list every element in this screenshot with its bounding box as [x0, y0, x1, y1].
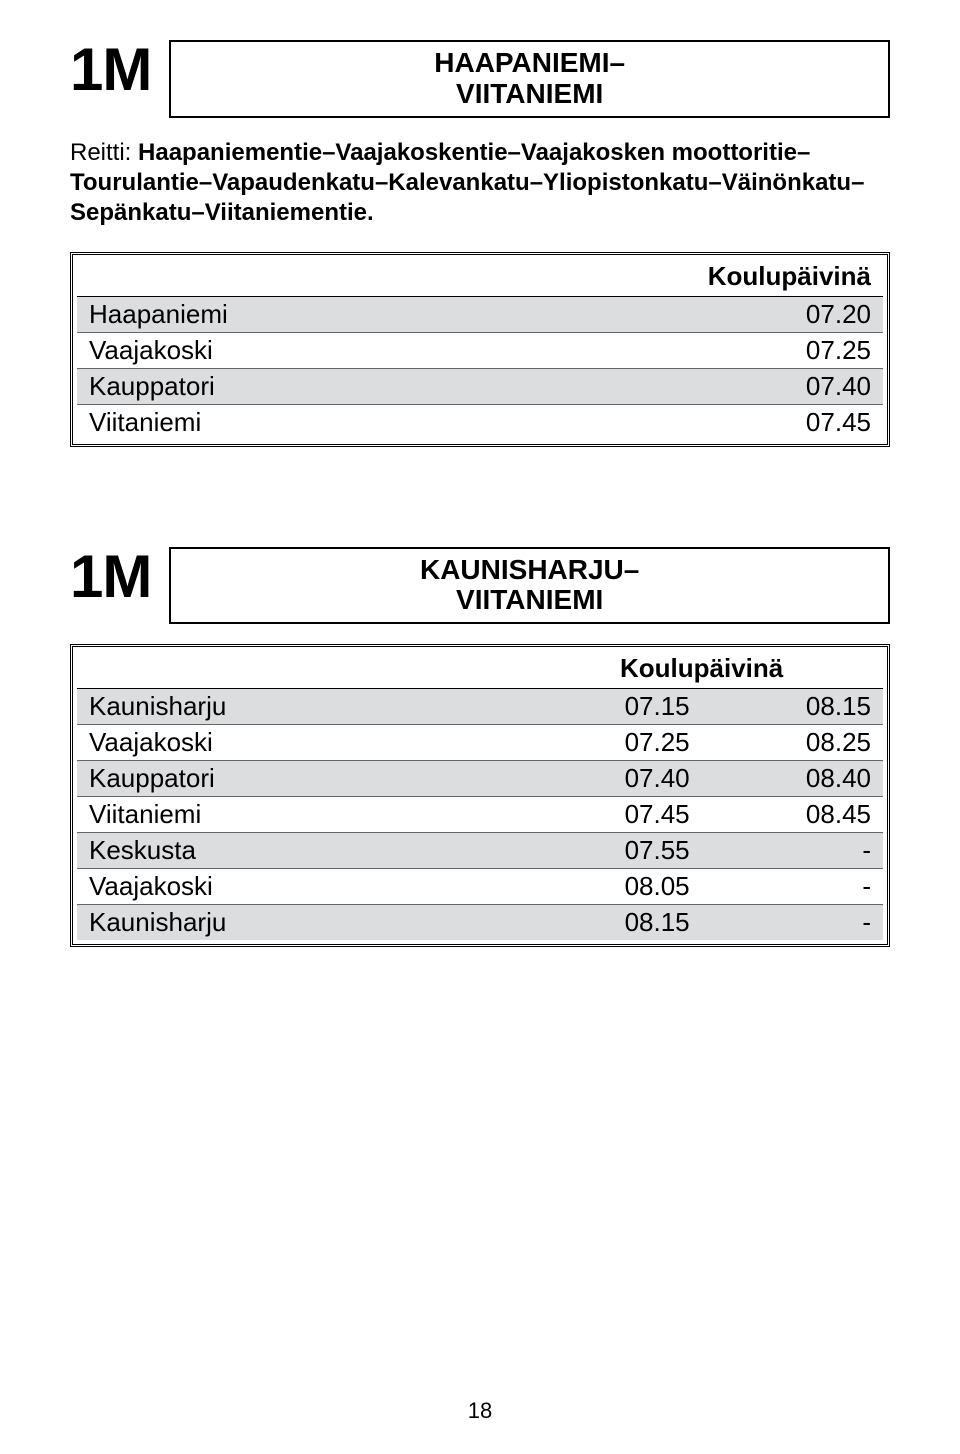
- timetable-table-1: Koulupäivinä Haapaniemi 07.20 Vaajakoski…: [77, 259, 883, 440]
- time-cell: 08.15: [702, 689, 883, 725]
- page-number: 18: [0, 1398, 960, 1424]
- time-cell: -: [702, 905, 883, 941]
- route-code-1: 1M: [70, 40, 151, 118]
- header-koulupaivina: Koulupäivinä: [520, 651, 883, 689]
- time-cell: 07.40: [520, 761, 701, 797]
- page: 1M HAAPANIEMI– VIITANIEMI Reitti: Haapan…: [0, 0, 960, 1454]
- time-cell: 07.15: [520, 689, 701, 725]
- table-row: Keskusta 07.55 -: [77, 833, 883, 869]
- time-cell: 08.15: [520, 905, 701, 941]
- header-row-2: 1M KAUNISHARJU– VIITANIEMI: [70, 547, 890, 625]
- timetable-header-row: Koulupäivinä: [77, 651, 883, 689]
- time-cell: 08.40: [702, 761, 883, 797]
- route-title-line1: HAAPANIEMI–: [181, 48, 878, 79]
- route-code-2: 1M: [70, 547, 151, 625]
- stop-cell: Vaajakoski: [77, 725, 520, 761]
- timetable-2: Koulupäivinä Kaunisharju 07.15 08.15 Vaa…: [70, 644, 890, 947]
- stop-cell: Kauppatori: [77, 761, 520, 797]
- table-row: Haapaniemi 07.20: [77, 296, 883, 332]
- timetable-table-2: Koulupäivinä Kaunisharju 07.15 08.15 Vaa…: [77, 651, 883, 940]
- timetable-inner-2: Koulupäivinä Kaunisharju 07.15 08.15 Vaa…: [73, 647, 887, 944]
- route-title-line2: VIITANIEMI: [181, 79, 878, 110]
- header-row-1: 1M HAAPANIEMI– VIITANIEMI: [70, 40, 890, 118]
- stop-cell: Vaajakoski: [77, 869, 520, 905]
- time-cell: 08.25: [702, 725, 883, 761]
- time-cell: -: [702, 833, 883, 869]
- stop-cell: Viitaniemi: [77, 797, 520, 833]
- stop-cell: Kaunisharju: [77, 905, 520, 941]
- table-row: Kauppatori 07.40 08.40: [77, 761, 883, 797]
- route-title-box-2: KAUNISHARJU– VIITANIEMI: [169, 547, 890, 625]
- stop-cell: Vaajakoski: [77, 332, 645, 368]
- header-empty: [77, 259, 645, 297]
- time-cell: 07.25: [645, 332, 883, 368]
- desc-label: Reitti:: [70, 139, 138, 166]
- time-cell: 08.05: [520, 869, 701, 905]
- time-cell: 08.45: [702, 797, 883, 833]
- time-cell: -: [702, 869, 883, 905]
- table-row: Viitaniemi 07.45: [77, 404, 883, 440]
- block-2: 1M KAUNISHARJU– VIITANIEMI Koulupäivinä …: [70, 547, 890, 948]
- table-row: Vaajakoski 07.25: [77, 332, 883, 368]
- header-koulupaivina: Koulupäivinä: [645, 259, 883, 297]
- stop-cell: Kaunisharju: [77, 689, 520, 725]
- time-cell: 07.45: [520, 797, 701, 833]
- time-cell: 07.40: [645, 368, 883, 404]
- route-title-line2: VIITANIEMI: [181, 585, 878, 616]
- route-title-box-1: HAAPANIEMI– VIITANIEMI: [169, 40, 890, 118]
- timetable-1: Koulupäivinä Haapaniemi 07.20 Vaajakoski…: [70, 252, 890, 447]
- header-empty: [77, 651, 520, 689]
- stop-cell: Haapaniemi: [77, 296, 645, 332]
- table-row: Kaunisharju 07.15 08.15: [77, 689, 883, 725]
- stop-cell: Kauppatori: [77, 368, 645, 404]
- time-cell: 07.25: [520, 725, 701, 761]
- table-row: Vaajakoski 07.25 08.25: [77, 725, 883, 761]
- stop-cell: Keskusta: [77, 833, 520, 869]
- time-cell: 07.45: [645, 404, 883, 440]
- table-row: Viitaniemi 07.45 08.45: [77, 797, 883, 833]
- desc-body: Haapaniementie–Vaajakoskentie–Vaajakoske…: [70, 139, 864, 226]
- table-row: Vaajakoski 08.05 -: [77, 869, 883, 905]
- time-cell: 07.20: [645, 296, 883, 332]
- timetable-header-row: Koulupäivinä: [77, 259, 883, 297]
- table-row: Kauppatori 07.40: [77, 368, 883, 404]
- table-row: Kaunisharju 08.15 -: [77, 905, 883, 941]
- route-title-line1: KAUNISHARJU–: [181, 555, 878, 586]
- time-cell: 07.55: [520, 833, 701, 869]
- timetable-inner-1: Koulupäivinä Haapaniemi 07.20 Vaajakoski…: [73, 255, 887, 444]
- stop-cell: Viitaniemi: [77, 404, 645, 440]
- route-description-1: Reitti: Haapaniementie–Vaajakoskentie–Va…: [70, 138, 890, 228]
